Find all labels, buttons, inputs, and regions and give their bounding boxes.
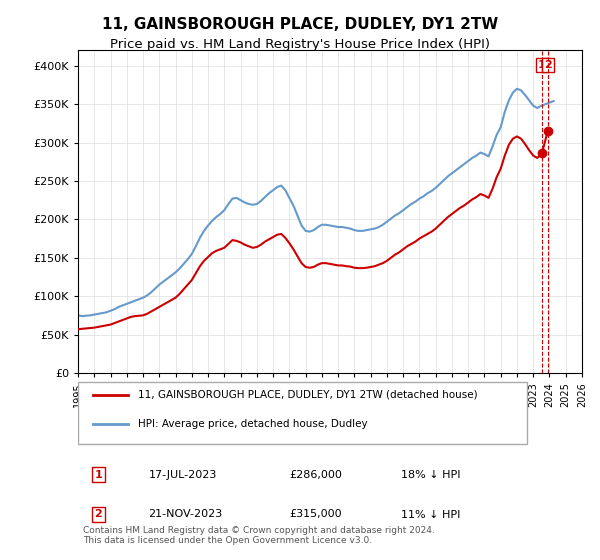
Text: 21-NOV-2023: 21-NOV-2023 [149, 510, 223, 520]
Text: Price paid vs. HM Land Registry's House Price Index (HPI): Price paid vs. HM Land Registry's House … [110, 38, 490, 50]
Text: 1: 1 [538, 60, 546, 70]
Text: 1: 1 [94, 470, 102, 479]
Text: £315,000: £315,000 [290, 510, 343, 520]
Text: 11% ↓ HPI: 11% ↓ HPI [401, 510, 460, 520]
FancyBboxPatch shape [78, 382, 527, 444]
Text: 17-JUL-2023: 17-JUL-2023 [149, 470, 217, 479]
Text: 11, GAINSBOROUGH PLACE, DUDLEY, DY1 2TW (detached house): 11, GAINSBOROUGH PLACE, DUDLEY, DY1 2TW … [139, 390, 478, 400]
Text: Contains HM Land Registry data © Crown copyright and database right 2024.
This d: Contains HM Land Registry data © Crown c… [83, 526, 435, 545]
Text: 2: 2 [94, 510, 102, 520]
Text: HPI: Average price, detached house, Dudley: HPI: Average price, detached house, Dudl… [139, 419, 368, 429]
Text: 11, GAINSBOROUGH PLACE, DUDLEY, DY1 2TW: 11, GAINSBOROUGH PLACE, DUDLEY, DY1 2TW [102, 17, 498, 32]
Text: £286,000: £286,000 [290, 470, 343, 479]
Text: 18% ↓ HPI: 18% ↓ HPI [401, 470, 460, 479]
Text: 2: 2 [544, 60, 551, 70]
